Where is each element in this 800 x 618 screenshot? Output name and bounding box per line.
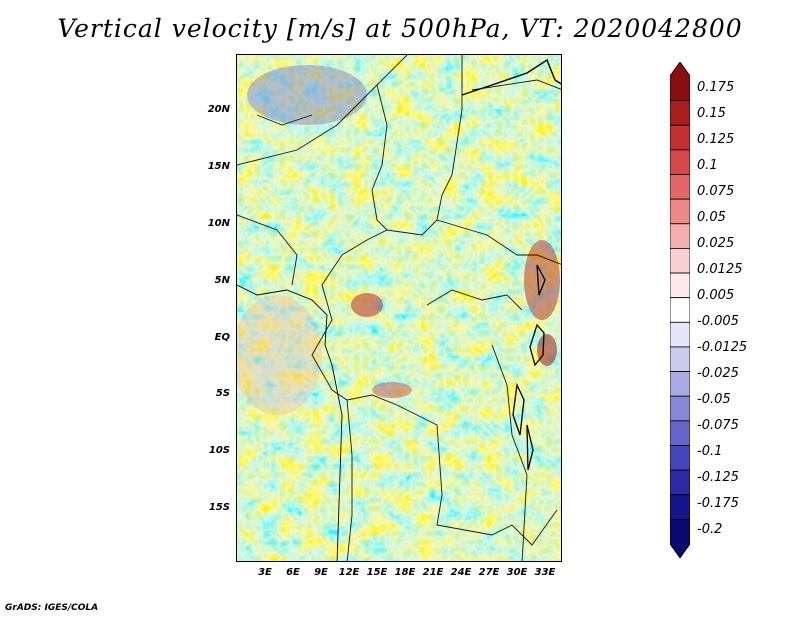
lat-label: 10N — [207, 218, 230, 229]
lat-label: 5N — [214, 275, 230, 286]
colorbar-label: -0.05 — [697, 392, 731, 407]
lon-label: 27E — [478, 567, 500, 578]
colorbar-segment — [670, 395, 690, 422]
lat-label: 5S — [215, 388, 230, 399]
colorbar-label: 0.0125 — [697, 262, 743, 277]
lakes-outline — [512, 264, 546, 471]
updraft-core-east — [524, 240, 560, 320]
coastline — [237, 284, 343, 561]
colorbar-label: 0.025 — [697, 236, 735, 251]
updraft-core-central — [351, 293, 383, 317]
lon-label: 6E — [286, 567, 300, 578]
colorbar-label: 0.175 — [697, 80, 735, 95]
lat-label: EQ — [214, 332, 230, 343]
vertical-velocity-field — [237, 55, 561, 561]
colorbar-label: 0.15 — [697, 106, 726, 121]
colorbar-label: 0.05 — [697, 210, 726, 225]
lat-label: 15S — [208, 502, 230, 513]
colorbar — [670, 62, 690, 558]
lon-label: 21E — [422, 567, 444, 578]
colorbar-segment — [670, 124, 690, 151]
colorbar-segment — [670, 420, 690, 446]
lon-label: 33E — [534, 567, 556, 578]
colorbar-segment — [670, 149, 690, 175]
colorbar-segment — [670, 297, 690, 323]
updraft-core-lakes — [537, 334, 557, 366]
lon-label: 24E — [450, 567, 472, 578]
colorbar-label: -0.0125 — [697, 340, 748, 355]
lat-label: 10S — [208, 445, 230, 456]
colorbar-segment — [670, 321, 690, 348]
colorbar-segment — [670, 272, 690, 299]
colorbar-label: -0.2 — [697, 522, 723, 537]
colorbar-segment — [670, 445, 690, 471]
colorbar-segment — [670, 100, 690, 126]
colorbar-segment — [670, 248, 690, 274]
colorbar-segment — [670, 198, 690, 225]
colorbar-label: 0.075 — [697, 184, 735, 199]
country-borders — [237, 55, 561, 561]
downdraft-zone-north — [247, 65, 367, 125]
colorbar-label: 0.1 — [697, 158, 718, 173]
colorbar-label: -0.075 — [697, 418, 739, 433]
updraft-core-south — [372, 382, 412, 398]
colorbar-segment — [670, 371, 690, 397]
colorbar-label: 0.125 — [697, 132, 735, 147]
colorbar-label: -0.1 — [697, 444, 723, 459]
colorbar-segment — [670, 469, 690, 496]
colorbar-label: -0.175 — [697, 496, 739, 511]
ne-coast — [461, 58, 561, 96]
lon-label: 15E — [366, 567, 388, 578]
lon-label: 18E — [394, 567, 416, 578]
colorbar-segment — [670, 174, 690, 200]
colorbar-label: -0.125 — [697, 470, 739, 485]
lon-label: 12E — [338, 567, 360, 578]
colorbar-label: -0.005 — [697, 314, 739, 329]
lon-label: 3E — [258, 567, 272, 578]
downdraft-zone-west — [237, 295, 322, 415]
colorbar-segment — [670, 518, 690, 558]
colorbar-segment — [670, 494, 690, 520]
map-panel — [236, 54, 562, 562]
colorbar-segment — [670, 62, 690, 102]
colorbar-label: 0.005 — [697, 288, 735, 303]
colorbar-segment — [670, 346, 690, 372]
credit-text: GrADS: IGES/COLA — [5, 603, 99, 613]
lon-label: 30E — [506, 567, 528, 578]
lat-label: 20N — [207, 104, 230, 115]
colorbar-label: -0.025 — [697, 366, 739, 381]
map-title: Vertical velocity [m/s] at 500hPa, VT: 2… — [57, 14, 743, 43]
lat-label: 15N — [207, 161, 230, 172]
lon-label: 9E — [314, 567, 328, 578]
field-texture — [237, 55, 561, 561]
colorbar-segment — [670, 223, 690, 249]
